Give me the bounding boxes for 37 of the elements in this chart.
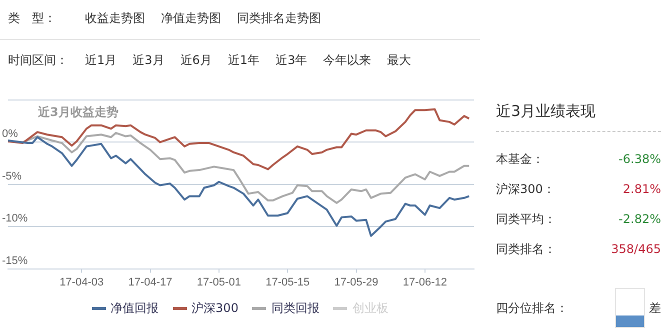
text: 2.81% [622,182,661,196]
legend-label: 同类回报 [271,300,320,317]
x-tick-label: 17-04-17 [128,276,172,288]
text: 今年以来 [322,52,372,69]
text: 差 [649,300,661,316]
y-tick-label: 0% [2,128,18,140]
text: 同类平均： [496,210,556,228]
y-tick-label: -5% [2,170,22,182]
x-tick-label: 17-04-03 [60,276,104,288]
text: -6.38% [618,152,661,166]
text: 近3月收益走势 [37,105,118,120]
text: 同类排名： [496,240,556,258]
x-tick-label: 17-05-29 [334,276,378,288]
text: 近3年 [274,52,308,69]
legend-label: 沪深300 [192,300,238,317]
text: 358/465 [611,242,661,256]
text: 类 型： [8,10,57,27]
text: 本基金： [496,150,544,168]
text: 近3月 [132,52,166,69]
y-tick-label: -10% [2,212,28,225]
text: 近3月业绩表现 [496,98,661,132]
x-tick-label: 17-05-15 [266,276,310,288]
text: 最大 [386,52,412,69]
text: 近1月 [84,52,118,69]
legend-label: 净值回报 [110,300,159,317]
text: 收益走势图 [84,10,146,27]
text: 净值走势图 [160,10,222,27]
x-tick-label: 17-06-12 [402,276,447,288]
text: 近6月 [179,52,213,69]
text: 时间区间： [8,52,69,69]
text: 近1年 [226,52,261,69]
y-tick-label: -15% [2,254,28,267]
text: 四分位排名： [496,300,568,316]
text: 沪深300： [496,180,555,198]
x-tick-label: 17-05-01 [196,276,241,288]
text: 同类排名走势图 [236,10,322,27]
text: -2.82% [618,212,661,226]
